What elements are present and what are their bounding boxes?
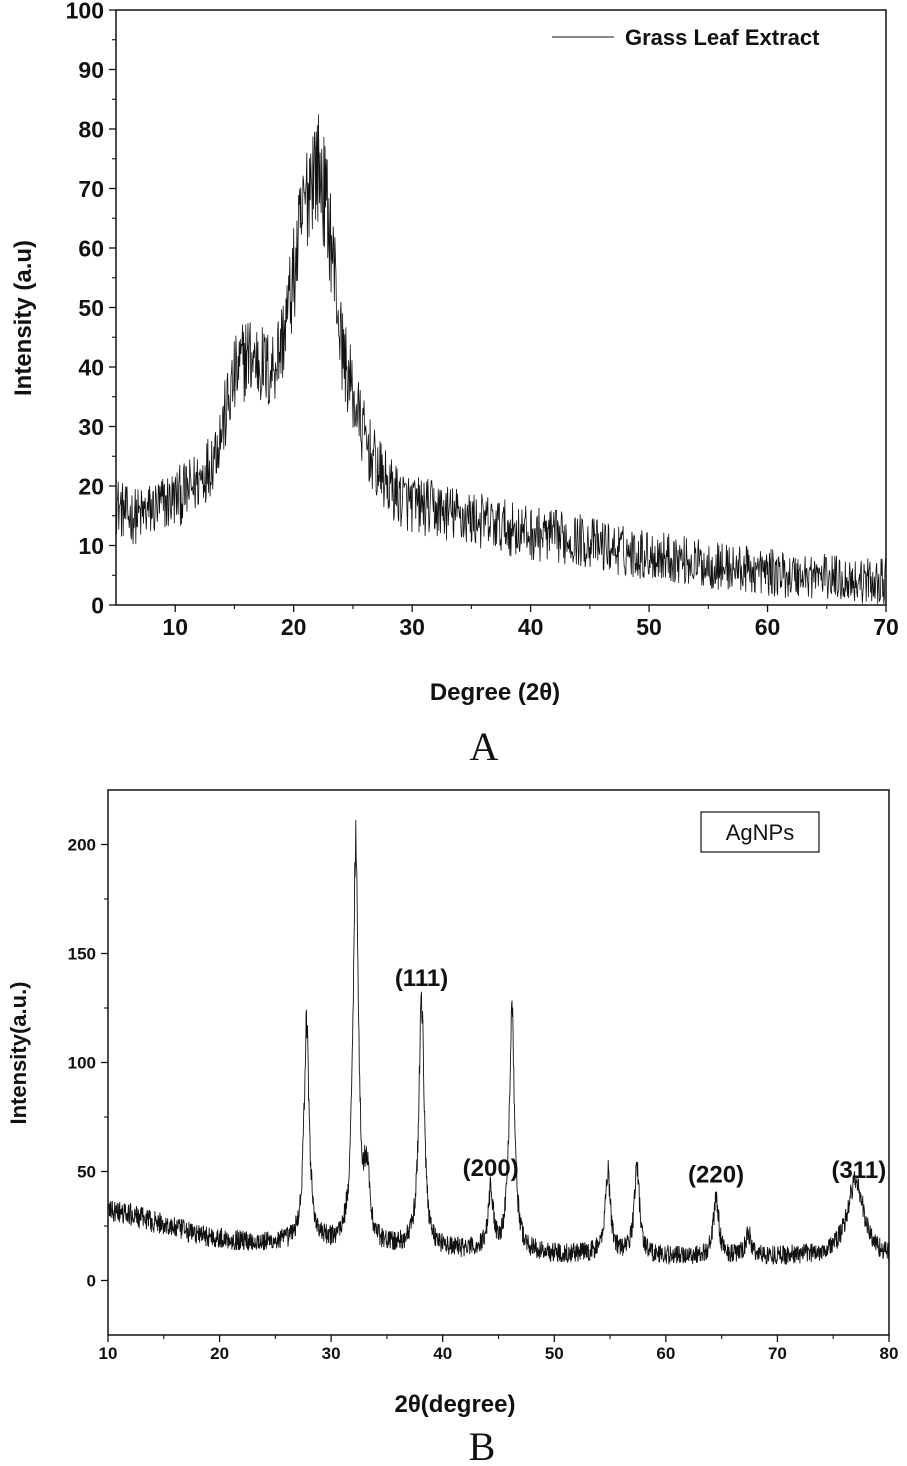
chart-a-legend: Grass Leaf Extract: [552, 25, 820, 50]
chart-b-peak-annotations: (111) (200) (220) (311): [395, 965, 886, 1188]
peak-label: (200): [463, 1155, 519, 1182]
chart-a: 10 20 30 40 50 60 70 0 10 20 30 40 50 60 70 80 90 100 Gra…: [10, 0, 899, 769]
chart-a-ticks: 10 20 30 40 50 60 70 0 10 20 30 40 50 60 70 80 90 100: [66, 0, 899, 640]
x-tick-label: 30: [399, 614, 425, 640]
y-tick-label: 50: [77, 1163, 96, 1182]
chart-a-frame: [115, 9, 887, 606]
y-tick-label: 80: [78, 116, 104, 142]
peak-label: (311): [832, 1157, 887, 1184]
peak-label: (220): [688, 1161, 744, 1188]
chart-b-legend: AgNPs: [700, 811, 820, 853]
y-tick-label: 90: [78, 57, 104, 83]
y-tick-label: 70: [78, 176, 104, 202]
x-tick-label: 40: [433, 1344, 452, 1363]
y-tick-label: 100: [66, 0, 104, 23]
chart-b-y-axis-label: Intensity(a.u.): [6, 981, 31, 1124]
chart-a-series: [115, 114, 887, 604]
y-tick-label: 20: [78, 473, 104, 499]
series-agnps-line: [107, 820, 890, 1265]
y-tick-label: 200: [68, 836, 96, 855]
y-tick-label: 0: [91, 592, 104, 618]
panel-a-letter: A: [470, 724, 499, 769]
y-tick-label: 30: [78, 414, 104, 440]
series-grass-leaf-extract-line: [115, 114, 887, 604]
x-tick-label: 40: [518, 614, 544, 640]
x-tick-label: 10: [162, 614, 188, 640]
panel-b-letter: B: [469, 1424, 496, 1466]
x-tick-label: 80: [880, 1344, 899, 1363]
y-tick-label: 10: [78, 533, 104, 559]
chart-b: 10 20 30 40 50 60 70 80 0 50 100 150 200 AgNPs (111)…: [6, 789, 899, 1466]
chart-b-frame: [107, 789, 890, 1336]
y-tick-label: 100: [68, 1054, 96, 1073]
chart-b-x-axis-label: 2θ(degree): [394, 1391, 515, 1418]
chart-a-x-axis-label: Degree (2θ): [430, 679, 560, 706]
y-tick-label: 40: [78, 354, 104, 380]
legend-b-label: AgNPs: [726, 820, 794, 845]
chart-a-y-axis-label: Intensity (a.u): [10, 240, 37, 396]
x-tick-label: 50: [545, 1344, 564, 1363]
x-tick-label: 60: [755, 614, 781, 640]
y-tick-label: 150: [68, 945, 96, 964]
y-tick-label: 0: [87, 1272, 96, 1291]
x-tick-label: 20: [281, 614, 307, 640]
x-tick-label: 60: [656, 1344, 675, 1363]
x-tick-label: 70: [873, 614, 899, 640]
x-tick-label: 50: [636, 614, 662, 640]
legend-a-label: Grass Leaf Extract: [625, 25, 820, 50]
y-tick-label: 50: [78, 295, 104, 321]
x-tick-label: 10: [99, 1344, 118, 1363]
legend-b-box: [700, 811, 820, 853]
y-tick-label: 60: [78, 235, 104, 261]
chart-b-series: [107, 820, 890, 1265]
x-tick-label: 30: [322, 1344, 341, 1363]
x-tick-label: 70: [768, 1344, 787, 1363]
x-tick-label: 20: [210, 1344, 229, 1363]
peak-label: (111): [395, 965, 448, 992]
chart-b-ticks: 10 20 30 40 50 60 70 80 0 50 100 150 200: [68, 836, 899, 1363]
